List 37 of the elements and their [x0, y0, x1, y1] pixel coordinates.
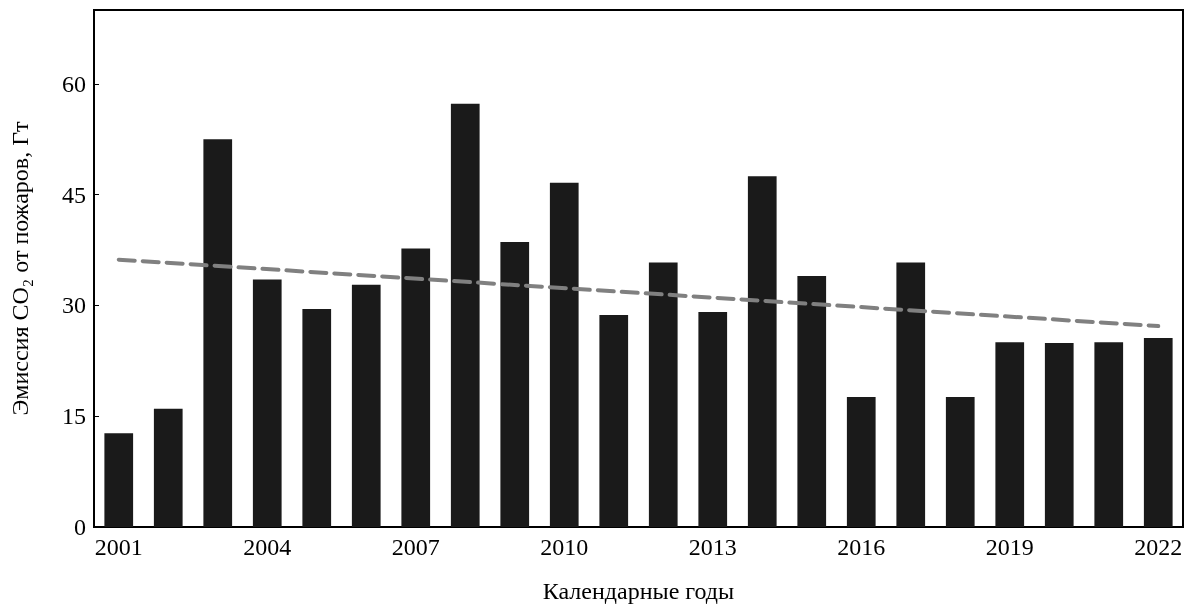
bar [648, 262, 678, 527]
y-tick-label: 45 [62, 181, 86, 208]
bar [1044, 343, 1074, 527]
bar [500, 241, 530, 527]
y-axis-title: Эмиссия CO₂ от пожаров, Гт [7, 120, 33, 416]
bar [896, 262, 926, 527]
y-tick-label: 0 [74, 514, 86, 540]
y-tick-label: 15 [62, 403, 86, 430]
bar [599, 315, 629, 527]
x-tick-label: 2016 [837, 534, 886, 560]
x-axis-title: Календарные годы [542, 578, 735, 604]
bar [549, 182, 579, 527]
bar [203, 139, 233, 527]
bar [1143, 337, 1173, 527]
y-tick-label: 30 [62, 292, 86, 319]
bar [252, 279, 282, 527]
bar [945, 397, 975, 527]
bar [797, 275, 827, 527]
bar [1094, 342, 1124, 527]
bar [698, 312, 728, 527]
x-tick-label: 2022 [1134, 534, 1183, 560]
x-tick-label: 2019 [985, 534, 1034, 560]
bar [153, 408, 183, 527]
x-tick-label: 2010 [540, 534, 589, 560]
y-tick-label: 60 [62, 70, 86, 97]
bar [351, 284, 381, 527]
bar [450, 103, 480, 527]
bar [846, 397, 876, 527]
bar [104, 433, 134, 527]
bar [302, 309, 332, 527]
x-tick-label: 2001 [94, 534, 143, 560]
x-tick-label: 2007 [391, 534, 440, 560]
x-tick-label: 2013 [688, 534, 737, 560]
bar [747, 176, 777, 527]
x-tick-label: 2004 [243, 534, 292, 560]
bar [995, 342, 1025, 527]
bar [401, 248, 431, 527]
